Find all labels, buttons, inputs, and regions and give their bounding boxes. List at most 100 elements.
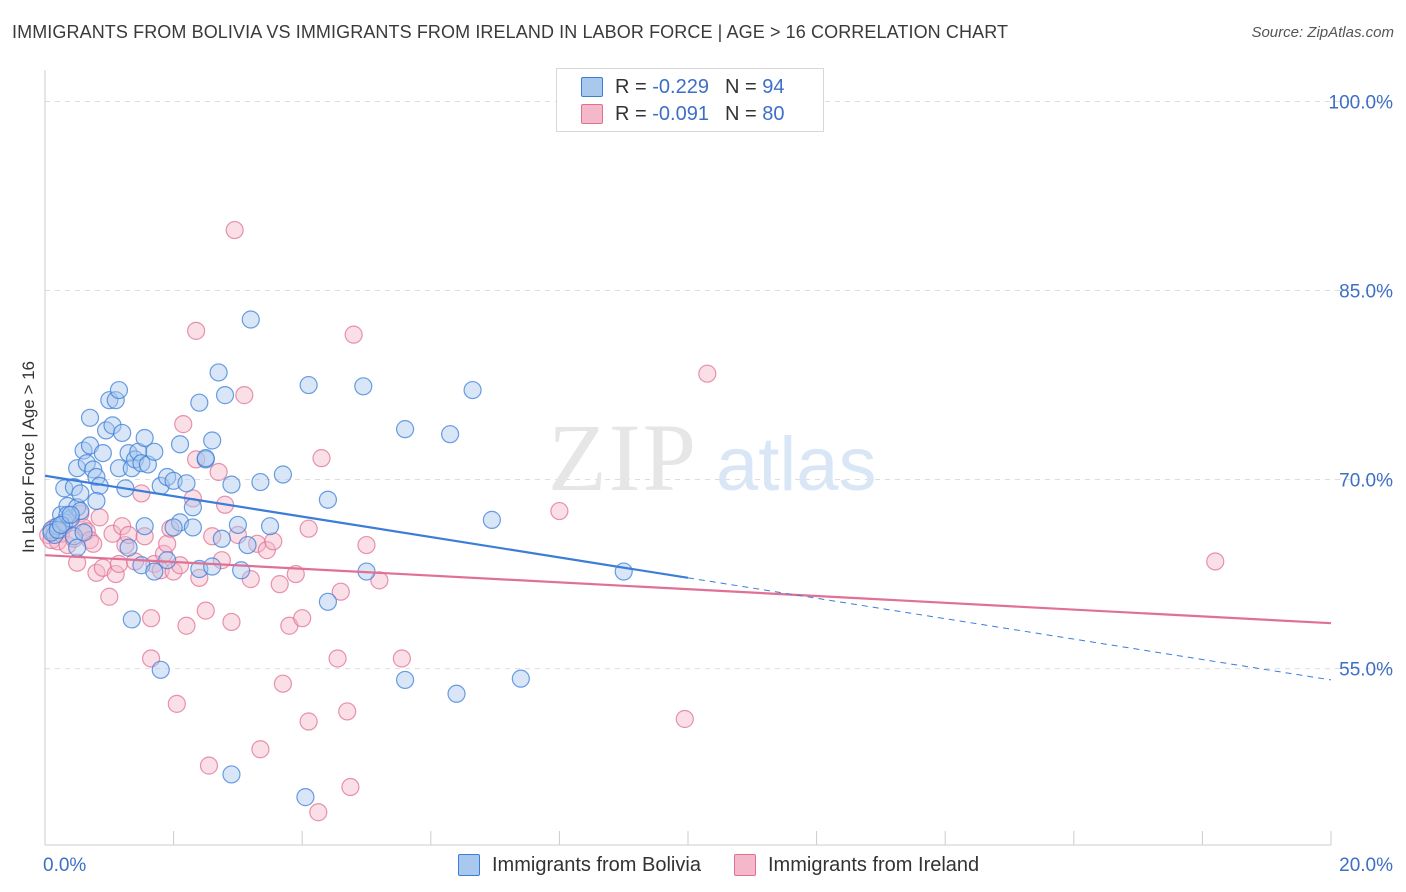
- bolivia-point: [80, 408, 100, 427]
- ireland-r-label: R =: [615, 102, 647, 125]
- bolivia-point: [215, 386, 235, 405]
- trend-lines: [44, 474, 1332, 681]
- ireland-point: [328, 649, 347, 668]
- x-tick-label: 0.0%: [43, 855, 86, 876]
- ireland-legend-label: Immigrants from Ireland: [768, 853, 980, 876]
- ireland-point: [106, 564, 125, 584]
- bolivia-point: [68, 538, 87, 557]
- bolivia-point: [511, 669, 530, 688]
- bolivia-point: [145, 442, 164, 461]
- bolivia-point: [103, 416, 122, 435]
- y-tick-label: 85.0%: [1339, 282, 1393, 303]
- legend-item-bolivia[interactable]: Immigrants from Bolivia: [458, 852, 701, 878]
- bolivia-point: [212, 529, 231, 548]
- bolivia-point: [71, 484, 90, 503]
- ireland-point: [299, 712, 318, 731]
- bolivia-point: [151, 660, 170, 679]
- legend-item-ireland[interactable]: Immigrants from Ireland: [734, 852, 979, 878]
- ireland-point: [341, 777, 360, 797]
- bolivia-point: [61, 505, 80, 524]
- ireland-point: [177, 616, 196, 635]
- bolivia-point: [299, 375, 318, 395]
- ireland-point: [100, 587, 119, 606]
- stats-legend: R = -0.229 N = 94 R = -0.091 N = 80: [556, 68, 824, 132]
- bolivia-point: [273, 465, 293, 484]
- ireland-point: [199, 756, 219, 775]
- bolivia-point: [183, 518, 202, 537]
- bolivia-point: [440, 425, 460, 444]
- source-label: Source: ZipAtlas.com: [1251, 24, 1394, 41]
- bolivia-point: [158, 551, 177, 570]
- ireland-point: [264, 532, 283, 551]
- y-axis-title: In Labor Force | Age > 16: [19, 361, 38, 553]
- bolivia-point: [296, 788, 315, 807]
- bolivia-legend-label: Immigrants from Bolivia: [492, 853, 701, 876]
- bolivia-point: [87, 491, 106, 511]
- bolivia-n-label: N =: [724, 75, 757, 98]
- ireland-r-value: -0.091: [652, 102, 709, 125]
- bolivia-swatch: [581, 77, 603, 97]
- ireland-point: [392, 649, 411, 668]
- bolivia-point: [48, 520, 67, 540]
- ireland-point: [68, 553, 87, 572]
- ireland-point: [90, 508, 109, 527]
- bolivia-point: [238, 535, 257, 555]
- ireland-point: [103, 524, 122, 543]
- bolivia-point: [106, 391, 125, 410]
- bolivia-point: [122, 610, 141, 629]
- ireland-point: [1206, 552, 1225, 571]
- bolivia-point: [135, 517, 154, 536]
- bolivia-point: [109, 459, 129, 478]
- ireland-point: [270, 575, 289, 594]
- bolivia-point: [183, 498, 202, 517]
- bolivia-point: [119, 538, 138, 557]
- ireland-point: [141, 609, 161, 628]
- bolivia-point: [109, 380, 129, 400]
- legend-row-bolivia: R = -0.229 N = 94: [581, 75, 784, 99]
- bolivia-point: [395, 420, 415, 439]
- ireland-point: [344, 325, 363, 344]
- ireland-point: [132, 484, 151, 503]
- bolivia-point: [135, 428, 154, 448]
- chart-title: IMMIGRANTS FROM BOLIVIA VS IMMIGRANTS FR…: [12, 22, 1009, 42]
- bolivia-point: [260, 517, 280, 536]
- ireland-point: [222, 612, 241, 632]
- ireland-point: [338, 702, 357, 721]
- bolivia-point: [251, 472, 270, 492]
- bolivia-r-label: R =: [615, 75, 647, 98]
- ireland-point: [273, 674, 293, 693]
- ireland-point: [357, 535, 376, 555]
- watermark-zip: ZIP: [548, 404, 698, 511]
- bolivia-trend-extension: [687, 577, 1332, 681]
- ireland-point: [158, 534, 177, 553]
- ireland-point: [286, 564, 305, 584]
- ireland-point: [251, 740, 270, 759]
- ireland-point: [187, 450, 206, 469]
- bolivia-point: [113, 423, 132, 443]
- bolivia-point: [132, 454, 151, 473]
- ireland-point: [331, 582, 350, 601]
- ireland-point: [116, 535, 135, 555]
- bolivia-point: [203, 431, 222, 450]
- bolivia-r-value: -0.229: [652, 75, 709, 98]
- bolivia-point: [68, 459, 87, 478]
- watermark: ZIP atlas: [548, 404, 877, 511]
- bolivia-point: [318, 490, 338, 509]
- bolivia-point: [93, 443, 112, 463]
- ireland-n-label: N =: [724, 102, 757, 125]
- bolivia-point: [463, 380, 482, 400]
- ireland-point: [299, 519, 318, 538]
- ireland-point: [196, 601, 215, 620]
- ireland-point: [312, 449, 331, 468]
- ireland-point: [698, 364, 717, 383]
- bolivia-point: [395, 670, 415, 690]
- bolivia-legend-swatch: [458, 854, 480, 876]
- bolivia-point: [64, 527, 84, 546]
- ireland-point: [675, 709, 694, 729]
- ireland-trend-line: [44, 554, 1332, 625]
- ireland-point: [174, 415, 193, 434]
- bolivia-point: [447, 684, 466, 703]
- bolivia-point: [209, 363, 228, 382]
- y-tick-label: 55.0%: [1339, 660, 1393, 681]
- axis-layer: [44, 70, 1332, 846]
